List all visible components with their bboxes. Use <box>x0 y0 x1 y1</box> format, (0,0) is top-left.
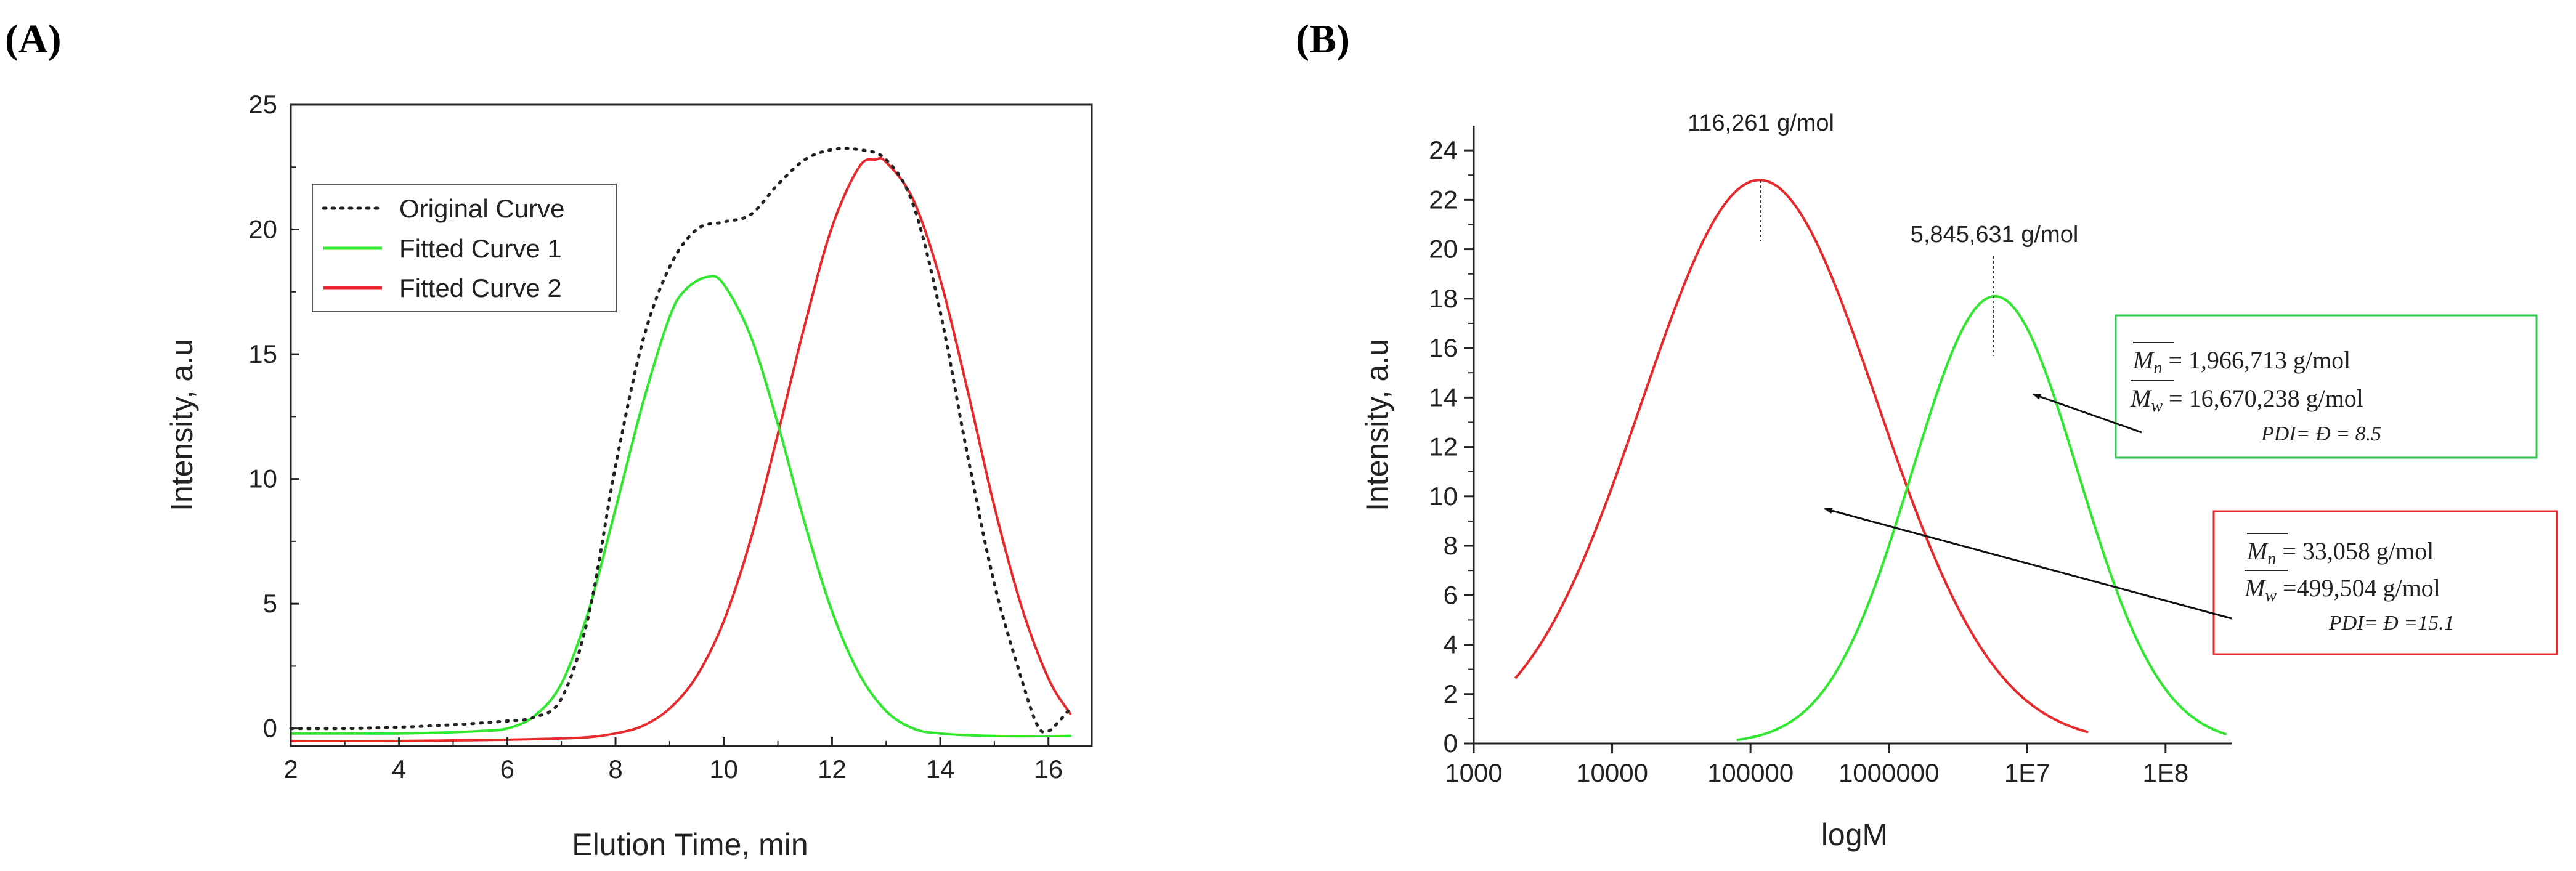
green-mw-line: Mw = 16,670,238 g/mol <box>2130 384 2363 416</box>
a-y-tick-label: 25 <box>248 90 277 119</box>
a-y-tick-label: 10 <box>248 464 277 493</box>
panel-b-plot-area <box>1514 179 2227 742</box>
red-mn-line: Mn = 33,058 g/mol <box>2246 537 2434 569</box>
a-y-tick-label: 15 <box>248 339 277 368</box>
peak-1-label: 116,261 g/mol <box>1688 110 1834 136</box>
b-y-tick-label: 10 <box>1429 482 1458 511</box>
b-y-tick-label: 20 <box>1429 235 1458 264</box>
a-x-tick-label: 4 <box>392 755 406 784</box>
a-series-fitted-curve-1 <box>290 275 1071 738</box>
peak-2-label: 5,845,631 g/mol <box>1911 222 2079 248</box>
red-pdi: PDI= Đ =15.1 <box>2328 612 2455 634</box>
b-y-tick-label: 8 <box>1444 531 1458 560</box>
panel-a: (A) 2 4 6 8 10 12 14 16 0 5 10 15 20 25 Elution Time,… <box>5 17 1093 862</box>
green-info-box: Mn = 1,966,713 g/mol Mw = 16,670,238 g/m… <box>2115 314 2538 459</box>
b-x-tick-label: 100000 <box>1707 758 1794 787</box>
red-info-box: Mn = 33,058 g/mol Mw =499,504 g/mol PDI=… <box>2212 510 2558 655</box>
green-mn-line: Mn = 1,966,713 g/mol <box>2132 346 2350 378</box>
legend-label-original: Original Curve <box>399 194 564 223</box>
a-x-tick-label: 14 <box>926 755 955 784</box>
a-y-tick-label: 5 <box>263 589 277 618</box>
a-x-tick-label: 12 <box>818 755 847 784</box>
panel-a-frame <box>290 103 1093 747</box>
b-series-green <box>1736 294 2227 742</box>
b-series-red <box>1514 179 2089 734</box>
b-y-tick-label: 12 <box>1429 432 1458 461</box>
a-x-tick-label: 6 <box>500 755 514 784</box>
b-x-tick-label: 1E7 <box>2004 758 2050 787</box>
a-series-fitted-curve-2 <box>290 156 1071 743</box>
b-y-tick-label: 2 <box>1444 679 1458 708</box>
red-mw-line: Mw =499,504 g/mol <box>2244 574 2440 606</box>
panel-a-x-axis-title: Elution Time, min <box>572 827 808 862</box>
a-y-tick-label: 0 <box>263 714 277 743</box>
a-x-tick-label: 2 <box>283 755 298 784</box>
panel-a-legend: Original Curve Fitted Curve 1 Fitted Cur… <box>312 184 617 312</box>
b-y-tick-label: 4 <box>1444 630 1458 659</box>
b-y-tick-label: 16 <box>1429 333 1458 362</box>
b-y-tick-label: 18 <box>1429 284 1458 313</box>
b-y-tick-label: 24 <box>1429 136 1458 164</box>
a-x-tick-label: 8 <box>608 755 622 784</box>
b-y-tick-label: 14 <box>1429 383 1458 411</box>
panel-b-ticks: 1000 10000 100000 1000000 1E7 1E8024681012141… <box>1429 136 2188 787</box>
a-x-tick-label: 16 <box>1034 755 1063 784</box>
panel-b-label: (B) <box>1296 17 1350 62</box>
b-y-tick-label: 0 <box>1444 729 1458 758</box>
panel-b-y-axis-title: Intensity, a.u <box>1360 339 1394 511</box>
legend-label-fitted-2: Fitted Curve 2 <box>399 273 562 302</box>
a-x-tick-label: 10 <box>709 755 738 784</box>
panel-a-y-axis-title: Intensity, a.u <box>165 339 199 511</box>
b-y-tick-label: 6 <box>1444 580 1458 609</box>
b-y-tick-label: 22 <box>1429 185 1458 214</box>
panel-a-label: (A) <box>5 17 62 62</box>
panel-b: (B) 1000 10000 100000 1000000 1E7 1E802468101… <box>1296 17 2558 852</box>
b-x-tick-label: 1E8 <box>2142 758 2188 787</box>
green-box-frame <box>2115 314 2538 459</box>
panel-b-x-axis-title: logM <box>1821 817 1888 852</box>
a-y-tick-label: 20 <box>248 215 277 244</box>
red-box-arrow <box>1824 508 2232 620</box>
b-x-tick-label: 1000000 <box>1839 758 1940 787</box>
red-box-frame <box>2212 510 2558 655</box>
panel-a-ticks: 2 4 6 8 10 12 14 16 0 5 10 15 20 25 <box>248 90 1063 784</box>
b-x-tick-label: 10000 <box>1576 758 1648 787</box>
panel-a-plot-area <box>289 147 1072 743</box>
green-box-arrow <box>2032 393 2142 434</box>
legend-label-fitted-1: Fitted Curve 1 <box>399 234 562 263</box>
b-x-tick-label: 1000 <box>1445 758 1502 787</box>
green-pdi: PDI= Đ = 8.5 <box>2261 423 2381 445</box>
